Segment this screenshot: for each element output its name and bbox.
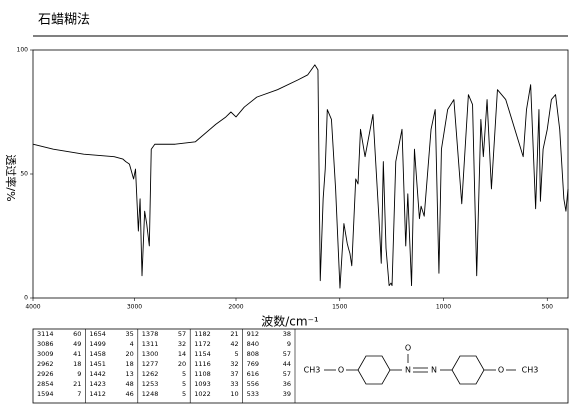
transmittance: 5	[182, 390, 186, 398]
structure: CH3 O N O N O CH3	[304, 344, 539, 385]
transmittance: 44	[283, 360, 291, 368]
wavenumber: 2926	[37, 370, 54, 378]
benzene-ring	[357, 355, 391, 385]
wavenumber: 1654	[89, 330, 106, 338]
y-tick-label: 50	[20, 171, 28, 178]
wavenumber: 1378	[142, 330, 159, 338]
wavenumber: 1300	[142, 350, 159, 358]
transmittance: 57	[178, 330, 186, 338]
transmittance: 57	[283, 370, 291, 378]
wavenumber: 2962	[37, 360, 54, 368]
spectrum-line	[32, 64, 569, 289]
wavenumber: 1022	[194, 390, 211, 398]
x-tick-label: 1000	[436, 304, 451, 311]
wavenumber: 1277	[142, 360, 159, 368]
atom-label: O	[498, 366, 504, 375]
wavenumber: 912	[247, 330, 259, 338]
table-frame	[32, 328, 569, 404]
wavenumber: 3086	[37, 340, 54, 348]
transmittance: 36	[283, 380, 291, 388]
transmittance: 4	[130, 340, 134, 348]
transmittance: 7	[77, 390, 81, 398]
wavenumber: 1116	[194, 360, 211, 368]
atom-label: CH3	[522, 366, 539, 375]
atom-label: N	[405, 366, 411, 375]
transmittance: 60	[73, 330, 81, 338]
atom-label: N	[431, 366, 437, 375]
transmittance: 42	[230, 340, 238, 348]
chart-title: 石蜡糊法	[38, 12, 90, 28]
wavenumber: 2854	[37, 380, 54, 388]
x-axis-label: 波数/cm⁻¹	[261, 314, 319, 329]
transmittance: 5	[182, 370, 186, 378]
wavenumber: 808	[247, 350, 259, 358]
wavenumber: 556	[247, 380, 259, 388]
wavenumber: 1311	[142, 340, 159, 348]
transmittance: 35	[126, 330, 134, 338]
transmittance: 18	[126, 360, 134, 368]
wavenumber: 1412	[89, 390, 106, 398]
x-tick-label: 500	[542, 304, 554, 311]
transmittance: 20	[178, 360, 186, 368]
transmittance: 5	[182, 380, 186, 388]
x-tick-label: 1500	[332, 304, 347, 311]
transmittance: 9	[287, 340, 291, 348]
transmittance: 57	[283, 350, 291, 358]
plot-frame	[32, 49, 569, 299]
wavenumber: 1499	[89, 340, 106, 348]
x-tick-label: 3000	[127, 304, 142, 311]
wavenumber: 3009	[37, 350, 54, 358]
wavenumber: 1262	[142, 370, 159, 378]
y-tick-label: 0	[24, 295, 28, 302]
transmittance: 32	[178, 340, 186, 348]
y-axis-label: 透过率/%	[4, 154, 18, 201]
transmittance: 10	[230, 390, 238, 398]
wavenumber: 1442	[89, 370, 106, 378]
transmittance: 41	[73, 350, 81, 358]
wavenumber: 1253	[142, 380, 159, 388]
transmittance: 37	[230, 370, 238, 378]
wavenumber: 1423	[89, 380, 106, 388]
transmittance: 49	[73, 340, 81, 348]
wavenumber: 1451	[89, 360, 106, 368]
transmittance: 39	[283, 390, 291, 398]
benzene-ring	[451, 355, 485, 385]
transmittance: 5	[234, 350, 238, 358]
y-tick-label: 100	[17, 47, 29, 54]
transmittance: 33	[230, 380, 238, 388]
x-tick-label: 4000	[25, 304, 40, 311]
atom-label: CH3	[304, 366, 321, 375]
x-tick-label: 2000	[228, 304, 243, 311]
atom-label: O	[338, 366, 344, 375]
transmittance: 46	[126, 390, 134, 398]
transmittance: 13	[126, 370, 134, 378]
wavenumber: 1182	[194, 330, 211, 338]
wavenumber: 1458	[89, 350, 106, 358]
wavenumber: 840	[247, 340, 259, 348]
wavenumber: 1108	[194, 370, 211, 378]
wavenumber: 1172	[194, 340, 211, 348]
transmittance: 38	[283, 330, 291, 338]
wavenumber: 769	[247, 360, 259, 368]
transmittance: 20	[126, 350, 134, 358]
transmittance: 14	[178, 350, 186, 358]
transmittance: 21	[73, 380, 81, 388]
wavenumber: 1594	[37, 390, 54, 398]
wavenumber: 3114	[37, 330, 54, 338]
transmittance: 18	[73, 360, 81, 368]
wavenumber: 616	[247, 370, 259, 378]
atom-label: O	[405, 344, 411, 353]
wavenumber: 533	[247, 390, 259, 398]
wavenumber: 1154	[194, 350, 211, 358]
transmittance: 48	[126, 380, 134, 388]
transmittance: 9	[77, 370, 81, 378]
transmittance: 32	[230, 360, 238, 368]
transmittance: 21	[230, 330, 238, 338]
wavenumber: 1093	[194, 380, 211, 388]
wavenumber: 1248	[142, 390, 159, 398]
